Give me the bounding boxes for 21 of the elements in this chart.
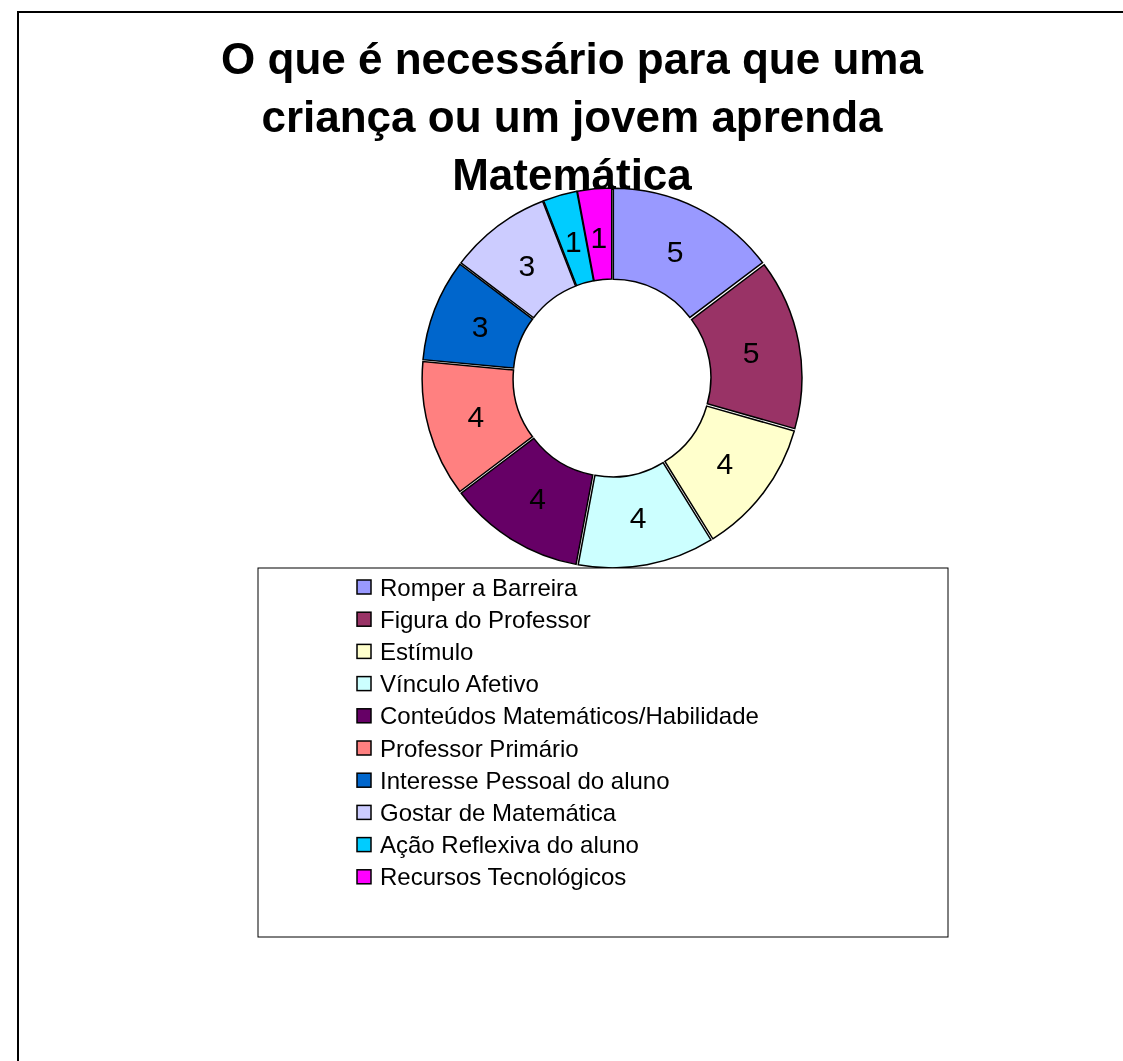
data-label: 4 [629, 500, 647, 534]
legend-label: Figura do Professor [380, 605, 591, 633]
legend-label: Gostar de Matemática [380, 798, 617, 826]
data-label: 1 [590, 220, 608, 254]
legend-label: Romper a Barreira [380, 573, 579, 601]
legend-label: Ação Reflexiva do aluno [380, 831, 639, 859]
data-label: 1 [564, 225, 582, 259]
data-label: 5 [666, 234, 684, 268]
legend-label: Conteúdos Matemáticos/Habilidade [380, 702, 759, 730]
chart-title: O que é necessário para que uma criança ou um jovem aprenda Matemática [221, 34, 924, 199]
data-label: 3 [518, 248, 536, 282]
legend-label: Vínculo Afetivo [380, 670, 539, 698]
legend-label: Recursos Tecnológicos [380, 863, 627, 891]
data-label: 4 [467, 400, 485, 434]
data-label: 3 [471, 310, 489, 344]
legend-label: Estímulo [380, 637, 474, 665]
data-label: 5 [742, 335, 760, 369]
legend-label: Professor Primário [380, 734, 579, 762]
data-label: 4 [716, 446, 734, 480]
legend-label: Interesse Pessoal do aluno [380, 766, 670, 794]
data-label: 4 [529, 481, 546, 515]
